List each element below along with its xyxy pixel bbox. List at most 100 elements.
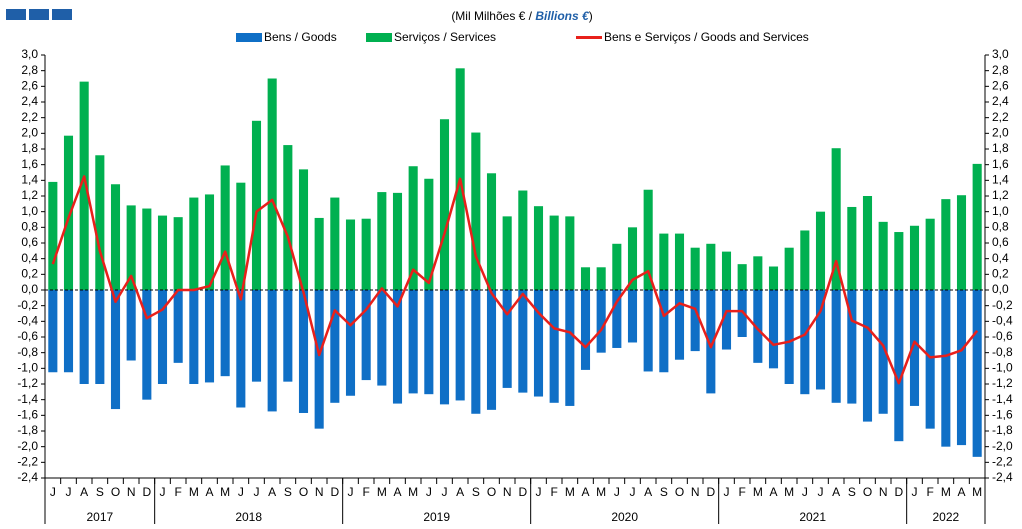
bar [408,166,418,290]
bar [204,194,215,290]
y-tick-label: 1,2 [21,188,38,202]
bar [502,290,512,388]
bar [690,247,700,290]
line [51,175,979,385]
x-tick-label: J [536,485,542,499]
y2-tick-label: 0,4 [992,251,1009,265]
x-tick-label: J [426,485,432,499]
bar [157,290,168,384]
bar [126,205,136,290]
bar [627,290,638,343]
bar [643,290,653,372]
bar [95,290,105,384]
bar [753,290,763,363]
bar [784,247,794,290]
y-tick-label: -0,2 [17,298,38,312]
bar [815,290,826,390]
bar [377,290,387,386]
bar [486,173,497,290]
x-tick-label: F [926,485,933,499]
bar [345,219,356,290]
x-tick-label: A [644,485,652,499]
x-tick-label: J [254,485,260,499]
bar [768,290,779,369]
x-tick-label: M [220,485,230,499]
bar [674,233,685,290]
y-tick-label: -0,4 [17,314,38,328]
bar [706,243,716,290]
bar [126,290,136,361]
year-label: 2022 [932,510,959,524]
x-tick-label: F [550,485,557,499]
bar [330,290,340,403]
x-tick-label: S [96,485,104,499]
logo-block [6,9,26,20]
year-label: 2017 [86,510,113,524]
x-tick-label: O [111,485,120,499]
legend-swatch [236,33,262,42]
bar [48,181,58,290]
bar [361,290,371,381]
x-tick-label: S [848,485,856,499]
x-tick-label: J [50,485,56,499]
bar [189,197,199,290]
bar [189,290,199,384]
x-tick-label: A [456,485,464,499]
bar [627,227,638,290]
y-tick-label: 0,6 [21,235,38,249]
bar [596,267,606,290]
year-label: 2019 [423,510,450,524]
y2-tick-label: 2,4 [992,94,1009,108]
x-tick-label: J [238,485,244,499]
bar [502,216,512,290]
bar [518,190,528,290]
x-tick-label: A [769,485,777,499]
bar [110,184,121,290]
bar [518,290,528,393]
bar [330,197,340,290]
y-tick-label: 1,0 [21,204,38,218]
x-tick-label: D [706,485,715,499]
y2-tick-label: 2,6 [992,79,1009,93]
bar [298,169,309,290]
y-tick-label: -1,6 [17,408,38,422]
bar [95,155,105,290]
bar [956,195,967,290]
x-tick-label: J [348,485,354,499]
bar [392,192,403,290]
x-tick-label: D [142,485,151,499]
y-tick-label: -2,0 [17,439,38,453]
bar [236,290,246,408]
bar [596,290,606,353]
x-tick-label: M [408,485,418,499]
x-tick-label: J [66,485,72,499]
y-tick-label: 1,6 [21,157,38,171]
legend-label: Serviços / Services [394,30,496,44]
bar [784,290,794,384]
legend-swatch [366,33,392,42]
bar [471,132,481,290]
y2-tick-label: -0,4 [992,314,1013,328]
bar [925,218,935,290]
bar [862,196,873,290]
legend-label: Bens / Goods [264,30,337,44]
y-tick-label: -2,4 [17,470,38,484]
x-tick-label: F [738,485,745,499]
y-tick-label: -1,4 [17,392,38,406]
y2-tick-label: 2,0 [992,126,1009,140]
x-tick-label: F [362,485,369,499]
bar [941,290,951,447]
y2-tick-label: -2,4 [992,470,1013,484]
bar [533,206,544,290]
bar [549,215,559,290]
y2-tick-label: 3,0 [992,47,1009,61]
y2-tick-label: -0,2 [992,298,1013,312]
x-tick-label: F [174,485,181,499]
x-tick-label: M [753,485,763,499]
bar [721,290,732,350]
title-part: ) [589,9,593,23]
x-tick-label: D [330,485,339,499]
bar [424,178,434,290]
x-tick-label: M [377,485,387,499]
